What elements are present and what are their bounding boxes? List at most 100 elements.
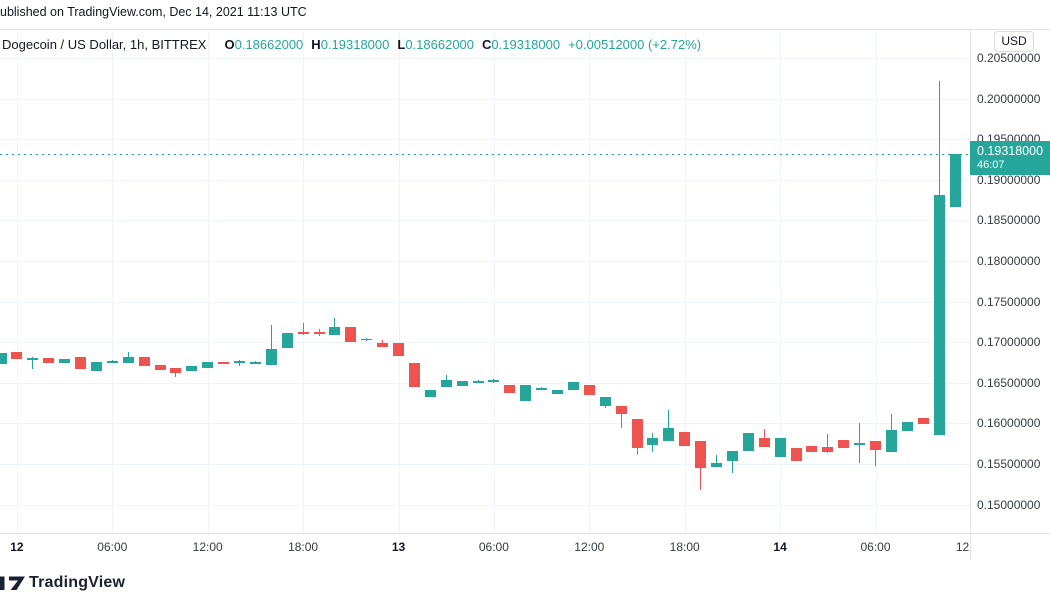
candle: [583, 385, 595, 395]
time-axis[interactable]: 12 06:00 12:00 18:00 13 06:00 12:00 18:00 14 06:0…: [0, 534, 970, 560]
publish-attribution: ublished on TradingView.com, Dec 14, 202…: [0, 5, 307, 19]
candle-wick: [270, 325, 272, 365]
gridline: [875, 30, 877, 533]
candle: [917, 417, 929, 424]
gridline: [207, 30, 209, 533]
candle: [774, 438, 786, 457]
ohlc-high-label: H: [311, 37, 321, 52]
candle-wick: [716, 455, 717, 467]
tradingview-logo-text: TradingView: [29, 574, 126, 591]
gridline: [684, 30, 686, 533]
gridline: [112, 30, 114, 533]
candle: [424, 390, 436, 397]
candle: [742, 433, 754, 451]
ohlc-close-label: C: [482, 37, 492, 52]
price-tick-label: 0.18500000: [977, 213, 1041, 228]
candle-wick: [32, 357, 34, 369]
price-tick-label: 0.16500000: [977, 375, 1041, 390]
candle: [885, 430, 897, 452]
candle: [520, 385, 532, 401]
price-tick-label: 0.19000000: [977, 172, 1041, 187]
candle: [679, 432, 691, 446]
candle-wick: [827, 433, 829, 453]
candle: [758, 438, 770, 447]
gridline: [303, 30, 305, 533]
time-tick-label: 06:00: [97, 540, 128, 554]
candle: [154, 365, 166, 370]
candle: [663, 428, 675, 441]
candle-countdown: 46:07: [977, 159, 1005, 171]
last-price-tag: 0.19318000 46:07: [970, 141, 1050, 175]
price-axis[interactable]: 0.20500000 0.20000000 0.19500000 0.19000000…: [970, 30, 1050, 533]
time-tick-label: 12:00: [955, 540, 970, 554]
time-axis-border: [0, 533, 1050, 534]
price-tick-label: 0.18000000: [977, 254, 1041, 268]
currency-badge: USD: [994, 31, 1034, 52]
last-price-value: 0.19318000: [977, 144, 1044, 158]
ohlc-open-label: O: [224, 37, 235, 52]
candle: [806, 446, 818, 452]
candle: [567, 382, 579, 390]
ohlc-high-value: 0.19318000: [320, 37, 390, 52]
gridline: [0, 382, 970, 384]
price-axis-border: [970, 30, 971, 560]
gridline: [0, 423, 970, 425]
candle: [297, 332, 309, 334]
gridline: [0, 342, 970, 344]
symbol-legend[interactable]: Dogecoin / US Dollar, 1h, BITTREX O 0.1866…: [2, 37, 701, 52]
candle: [726, 451, 738, 461]
price-tick-label: 0.17000000: [977, 335, 1041, 350]
candle-wick: [875, 441, 876, 466]
time-tick-label: 18:00: [669, 540, 700, 554]
candle: [90, 362, 102, 371]
candle: [901, 422, 913, 431]
candle: [488, 380, 500, 382]
chart-plot-area[interactable]: [0, 30, 970, 533]
time-tick-label: 14: [773, 540, 787, 554]
candle-wick: [668, 410, 670, 441]
candle: [218, 362, 230, 364]
price-tick-label: 0.20000000: [977, 91, 1041, 106]
price-tick-label: 0.16000000: [977, 416, 1041, 431]
time-tick-label: 06:00: [478, 540, 509, 554]
candle: [234, 361, 245, 363]
candle: [75, 357, 86, 369]
tradingview-logo-icon: [0, 576, 25, 590]
candle: [0, 353, 7, 364]
candle-wick: [302, 323, 304, 335]
candle: [822, 447, 834, 452]
candle: [440, 380, 452, 387]
candle: [361, 338, 373, 341]
candle: [377, 343, 389, 347]
candle: [345, 327, 357, 342]
candle: [870, 441, 881, 450]
candle: [838, 440, 850, 448]
candle: [122, 357, 134, 363]
candle: [949, 154, 961, 208]
symbol-title: Dogecoin / US Dollar, 1h, BITTREX: [2, 37, 207, 52]
gridline: [0, 504, 970, 506]
candle: [249, 362, 261, 364]
gridline: [0, 261, 970, 262]
price-tick-label: 0.15000000: [977, 497, 1041, 512]
time-tick-label: 06:00: [860, 540, 891, 554]
candle: [43, 358, 55, 363]
price-tick-label: 0.15500000: [977, 457, 1041, 471]
candle: [329, 327, 341, 335]
candle: [647, 438, 659, 445]
gridline: [0, 139, 970, 141]
price-change: +0.00512000 (+2.72%): [568, 37, 702, 52]
gridline: [0, 179, 970, 181]
candle: [313, 332, 325, 334]
tradingview-watermark[interactable]: TradingView: [0, 571, 125, 595]
gridline: [493, 30, 495, 533]
candle: [933, 195, 945, 435]
candle: [552, 390, 563, 394]
gridline: [0, 58, 970, 59]
gridline: [0, 98, 970, 100]
ohlc-low-value: 0.18662000: [405, 37, 475, 52]
gridline: [589, 30, 591, 533]
last-price-line: [0, 154, 970, 155]
candle: [11, 352, 23, 359]
